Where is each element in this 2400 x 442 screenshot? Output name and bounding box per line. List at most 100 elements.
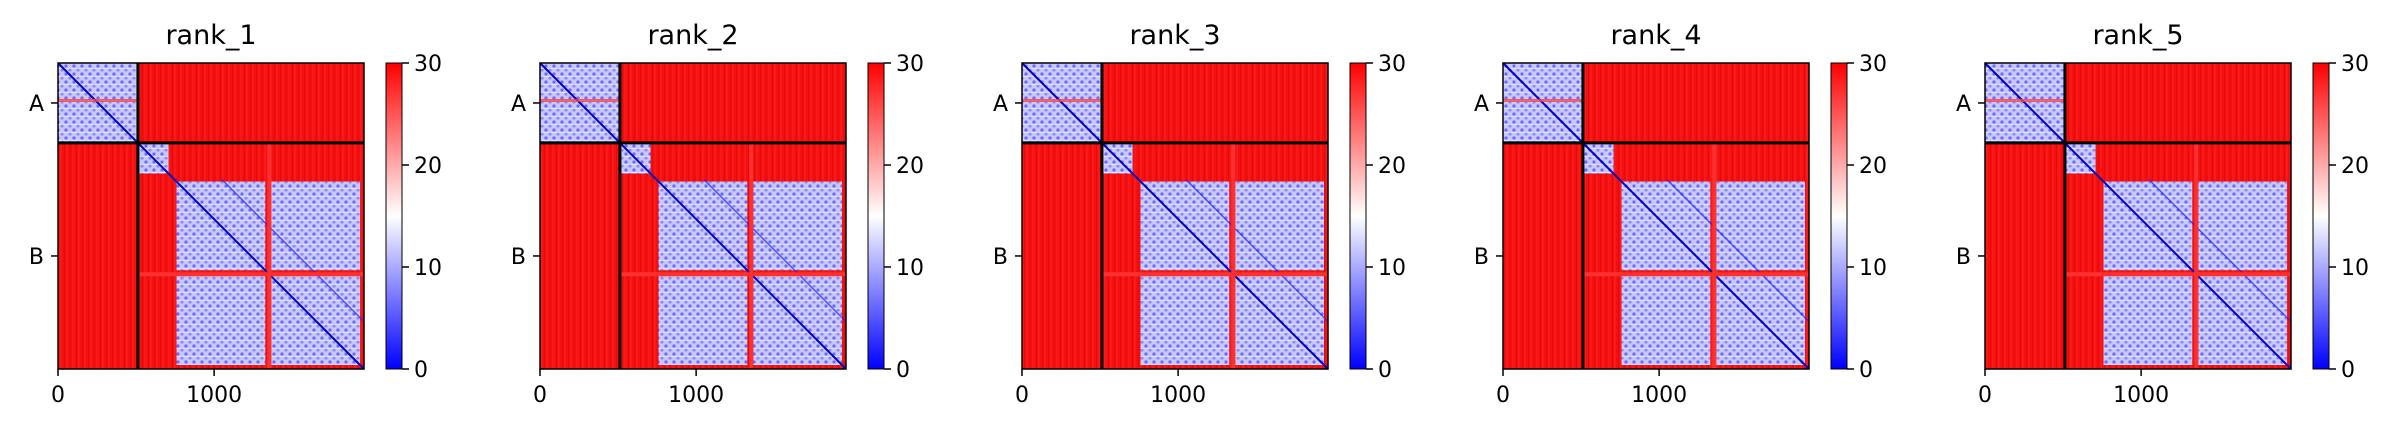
heatmap-frame (1502, 62, 1810, 370)
x-tick-label: 0 (1496, 383, 1510, 408)
heatmap-diagonal-A (1021, 62, 1103, 144)
heatmap-stripe (1231, 142, 1236, 369)
heatmap-block-B (2103, 276, 2193, 365)
heatmap-offdiagonal (2148, 179, 2292, 323)
heatmap-diagonal-B (137, 142, 365, 370)
heatmap-block-B (271, 181, 360, 271)
heatmap-stripe (1503, 98, 1583, 102)
colorbar (385, 62, 403, 370)
x-tick-label: 1000 (186, 383, 242, 408)
x-tick-label: 1000 (668, 383, 724, 408)
heatmap-diagonal-B (619, 142, 847, 370)
colorbar-tick-label: 0 (414, 358, 428, 383)
colorbar-tick-label: 10 (2341, 256, 2369, 281)
heatmap-block-B (1140, 276, 1230, 365)
heatmap-diagonal-A (1502, 62, 1584, 144)
heatmap-offdiagonal (221, 179, 365, 323)
colorbar-tick-label: 0 (2341, 358, 2355, 383)
colorbar-tick-label: 10 (896, 256, 924, 281)
heatmap-stripe (2064, 272, 2291, 277)
heatmap-block-B (176, 276, 266, 365)
x-tick-label: 1000 (1150, 383, 1206, 408)
x-tick-label: 0 (1978, 383, 1992, 408)
panel-4: rank_4 A B 0 1000 0 10 20 30 (1474, 20, 1887, 408)
panel-title: rank_2 (647, 20, 738, 51)
heatmap-block-B (658, 276, 748, 365)
heatmap-offdiagonal (703, 179, 847, 323)
colorbar-tick-label: 30 (1859, 52, 1887, 77)
heatmap-frame (57, 62, 365, 370)
heatmap-block-B (1621, 276, 1711, 365)
colorbar-tick-label: 0 (1378, 358, 1392, 383)
x-tick-label: 0 (533, 383, 547, 408)
panel-title: rank_5 (2092, 20, 2183, 51)
heatmap-diagonal-B (1582, 142, 1810, 370)
y-tick-label: B (993, 245, 1008, 270)
colorbar-tick-label: 30 (1378, 52, 1406, 77)
heatmap-frame (539, 62, 847, 370)
heatmap-diagonal-B (2064, 142, 2292, 370)
colorbar-tick-label: 20 (896, 154, 924, 179)
panel-title: rank_3 (1129, 20, 1220, 51)
heatmap-block-B (1235, 181, 1324, 271)
heatmap-stripe (1712, 142, 1717, 369)
heatmap-stripe (2194, 142, 2199, 369)
colorbar-tick-label: 10 (1378, 256, 1406, 281)
heatmap-block-B (1716, 181, 1805, 271)
heatmap-diagonal-B (1101, 142, 1329, 370)
y-tick-label: A (1956, 92, 1971, 117)
heatmap-stripe (1582, 272, 1809, 277)
panel-1: rank_1 A B 0 1000 0 10 20 30 (29, 20, 442, 408)
heatmap-stripe (1022, 98, 1102, 102)
y-tick-label: B (29, 245, 44, 270)
colorbar-tick-label: 10 (1859, 256, 1887, 281)
heatmap-diagonal-A (57, 62, 139, 144)
panel-5: rank_5 A B 0 1000 0 10 20 30 (1956, 20, 2369, 408)
x-tick-label: 0 (1015, 383, 1029, 408)
colorbar-tick-label: 20 (1859, 154, 1887, 179)
colorbar-tick-label: 0 (896, 358, 910, 383)
x-tick-label: 1000 (2113, 383, 2169, 408)
y-tick-label: B (1956, 245, 1971, 270)
heatmap-stripe (137, 272, 364, 277)
heatmap-diagonal-A (539, 62, 621, 144)
heatmap-stripe (58, 98, 138, 102)
heatmap-stripe (619, 272, 846, 277)
colorbar-tick-label: 0 (1859, 358, 1873, 383)
heatmap-frame (1984, 62, 2292, 370)
y-tick-label: A (511, 92, 526, 117)
heatmap-frame (1021, 62, 1329, 370)
panel-3: rank_3 A B 0 1000 0 10 20 30 (993, 20, 1406, 408)
y-tick-label: A (29, 92, 44, 117)
heatmap-offdiagonal (1185, 179, 1329, 323)
y-tick-label: A (993, 92, 1008, 117)
y-tick-label: B (1474, 245, 1489, 270)
colorbar (2312, 62, 2330, 370)
colorbar-tick-label: 30 (896, 52, 924, 77)
panel-title: rank_1 (165, 20, 256, 51)
colorbar-tick-label: 10 (414, 256, 442, 281)
x-tick-label: 0 (51, 383, 65, 408)
colorbar-tick-label: 20 (414, 154, 442, 179)
colorbar-tick-label: 30 (2341, 52, 2369, 77)
colorbar (1830, 62, 1848, 370)
x-tick-label: 1000 (1631, 383, 1687, 408)
heatmap-stripe (1101, 272, 1328, 277)
heatmap-stripe (749, 142, 754, 369)
heatmap-block-B (753, 181, 842, 271)
colorbar-tick-label: 30 (414, 52, 442, 77)
heatmap-block-B (2198, 181, 2287, 271)
heatmap-diagonal-A (1984, 62, 2066, 144)
y-tick-label: A (1474, 92, 1489, 117)
colorbar (867, 62, 885, 370)
y-tick-label: B (511, 245, 526, 270)
colorbar (1349, 62, 1367, 370)
heatmap-stripe (267, 142, 272, 369)
panel-2: rank_2 A B 0 1000 0 10 20 30 (511, 20, 924, 408)
heatmap-stripe (540, 98, 620, 102)
panel-title: rank_4 (1610, 20, 1701, 51)
heatmap-offdiagonal (1666, 179, 1810, 323)
heatmap-stripe (1985, 98, 2065, 102)
